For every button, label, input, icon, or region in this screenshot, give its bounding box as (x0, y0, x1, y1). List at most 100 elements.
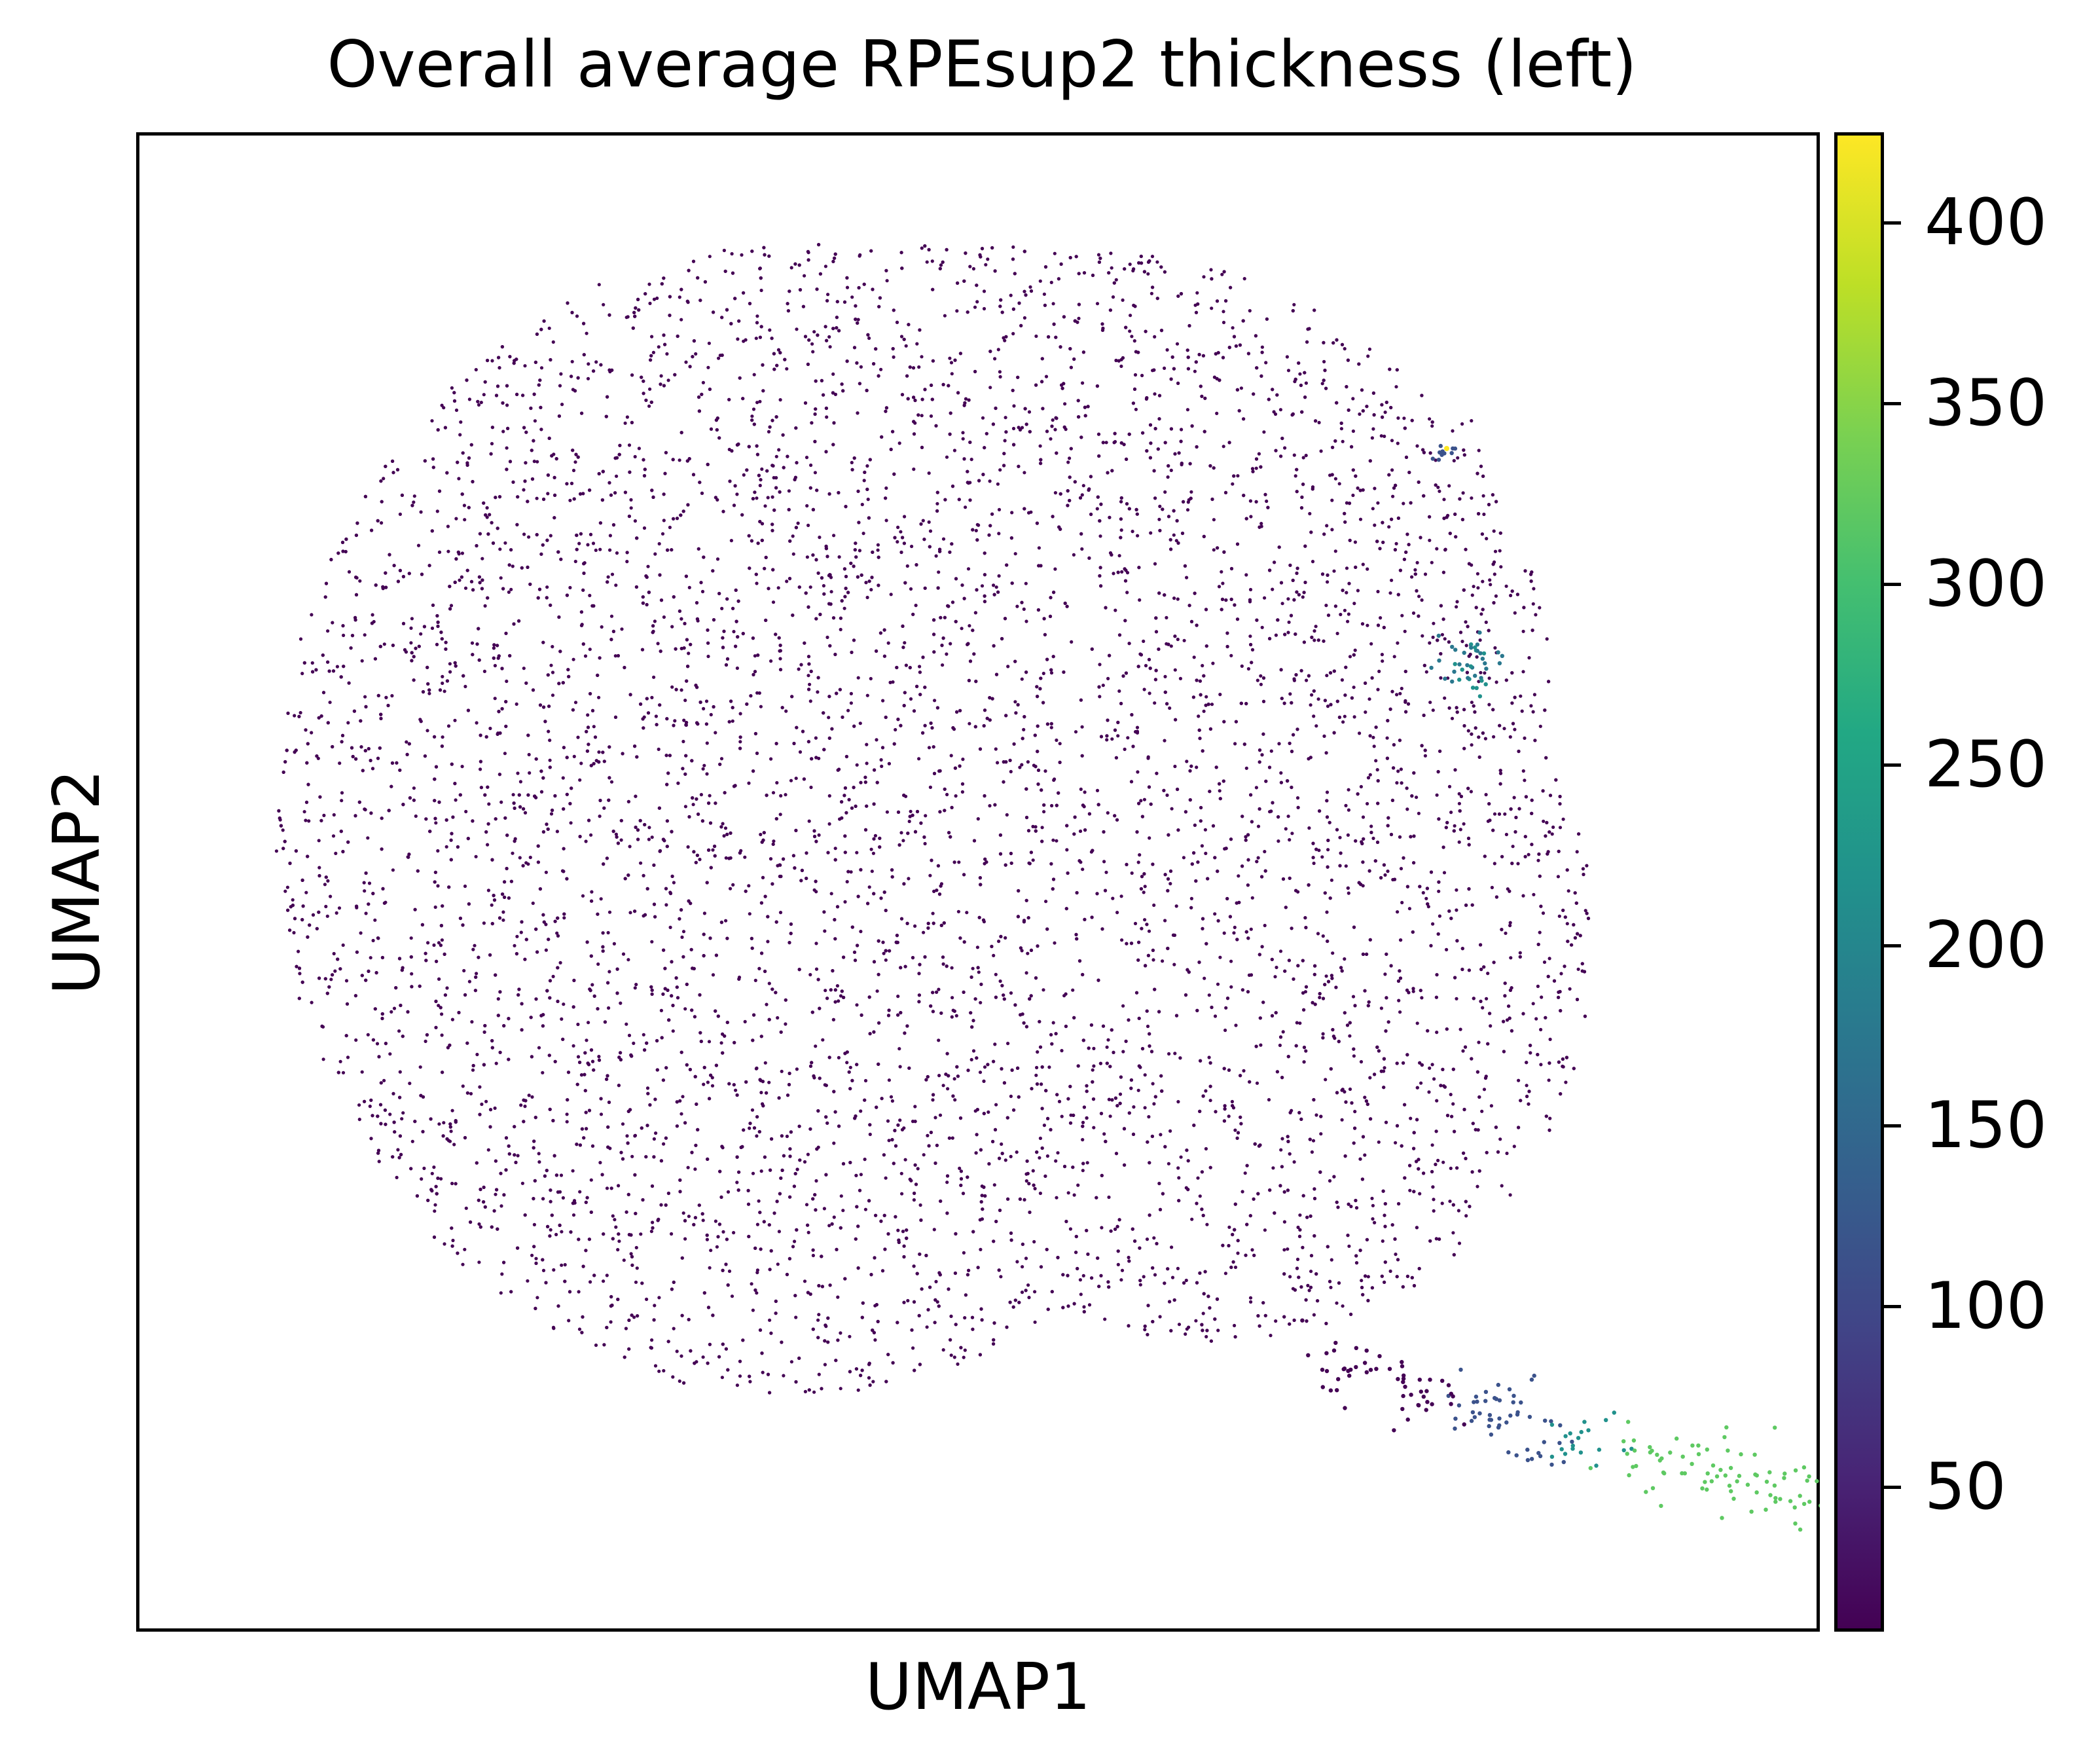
scatter-point (856, 676, 860, 680)
scatter-point (340, 791, 344, 795)
scatter-point (841, 1209, 845, 1213)
scatter-point (537, 1046, 541, 1050)
scatter-point (651, 1220, 655, 1224)
scatter-point (937, 570, 941, 574)
scatter-point (375, 1042, 380, 1046)
scatter-point (721, 822, 725, 826)
scatter-point (687, 1215, 691, 1219)
scatter-point (586, 376, 590, 380)
scatter-point (511, 851, 515, 855)
scatter-point (304, 890, 308, 894)
scatter-point (1451, 1231, 1455, 1235)
scatter-point (511, 564, 515, 568)
scatter-point (1542, 819, 1546, 823)
scatter-point (420, 1177, 424, 1181)
scatter-point (329, 978, 333, 981)
scatter-point (836, 1295, 840, 1299)
scatter-point (1038, 1191, 1042, 1196)
scatter-point (863, 1158, 867, 1162)
scatter-point (1369, 824, 1373, 828)
scatter-point (952, 449, 956, 452)
scatter-point (1009, 769, 1013, 774)
scatter-point (1504, 931, 1508, 935)
scatter-point (664, 903, 668, 907)
scatter-point (1326, 848, 1330, 852)
scatter-point (1558, 826, 1563, 830)
scatter-point (1263, 1228, 1267, 1232)
scatter-point (274, 849, 278, 853)
scatter-point (735, 492, 739, 496)
scatter-point (839, 627, 842, 632)
scatter-point (586, 543, 590, 547)
scatter-point (1480, 1109, 1484, 1113)
scatter-point (907, 877, 911, 881)
scatter-point (683, 1237, 687, 1241)
scatter-point (1110, 266, 1113, 270)
scatter-point (1295, 1021, 1299, 1025)
scatter-point (950, 372, 954, 376)
scatter-point (515, 702, 518, 706)
scatter-point (885, 279, 889, 283)
scatter-point (1448, 1200, 1452, 1203)
scatter-point (1152, 903, 1156, 908)
scatter-point (988, 804, 992, 808)
scatter-point (903, 515, 907, 519)
scatter-point (509, 587, 513, 591)
scatter-point (527, 1093, 531, 1097)
scatter-point (1136, 860, 1140, 864)
scatter-point (1476, 586, 1480, 590)
scatter-point (369, 956, 372, 960)
scatter-point (614, 583, 618, 587)
scatter-point (1353, 648, 1357, 652)
scatter-point (785, 1134, 789, 1139)
scatter-point (1538, 724, 1542, 728)
scatter-point (768, 328, 772, 332)
scatter-point (505, 679, 509, 684)
scatter-point (825, 635, 829, 640)
scatter-point (1110, 737, 1114, 741)
scatter-point (1319, 449, 1323, 453)
scatter-point (678, 1379, 681, 1383)
scatter-point (444, 845, 448, 849)
scatter-point (994, 747, 998, 751)
scatter-point (329, 894, 333, 898)
scatter-point (855, 851, 859, 854)
scatter-point (627, 443, 632, 447)
scatter-point (1143, 885, 1147, 889)
scatter-point (609, 780, 614, 784)
scatter-point (630, 1154, 634, 1158)
scatter-point (1249, 515, 1253, 519)
scatter-point (757, 691, 761, 695)
scatter-point (993, 1042, 997, 1046)
scatter-point (827, 822, 831, 826)
scatter-point (1218, 693, 1222, 697)
scatter-point (1556, 875, 1560, 879)
scatter-point (1330, 878, 1333, 882)
scatter-point (1353, 1110, 1357, 1114)
scatter-point (1153, 335, 1157, 339)
scatter-point (750, 1108, 755, 1112)
scatter-point (441, 674, 444, 678)
scatter-point (1536, 858, 1540, 862)
scatter-point (722, 248, 726, 253)
scatter-point (743, 855, 747, 859)
scatter-point (778, 911, 783, 915)
scatter-point (477, 1260, 481, 1264)
scatter-point (1169, 644, 1173, 648)
scatter-point (1119, 894, 1123, 898)
scatter-point (1079, 787, 1083, 791)
scatter-point (474, 368, 478, 372)
scatter-point (418, 1065, 422, 1069)
scatter-point (1015, 1150, 1019, 1154)
scatter-point (759, 705, 763, 708)
scatter-point (896, 540, 899, 544)
scatter-point (382, 642, 386, 646)
scatter-point (1483, 737, 1487, 741)
scatter-point (535, 460, 539, 464)
scatter-point (1312, 629, 1316, 633)
scatter-point (1173, 764, 1177, 769)
scatter-point (1428, 538, 1432, 542)
scatter-point (988, 479, 992, 483)
scatter-point (440, 403, 444, 407)
scatter-point (1565, 922, 1569, 926)
